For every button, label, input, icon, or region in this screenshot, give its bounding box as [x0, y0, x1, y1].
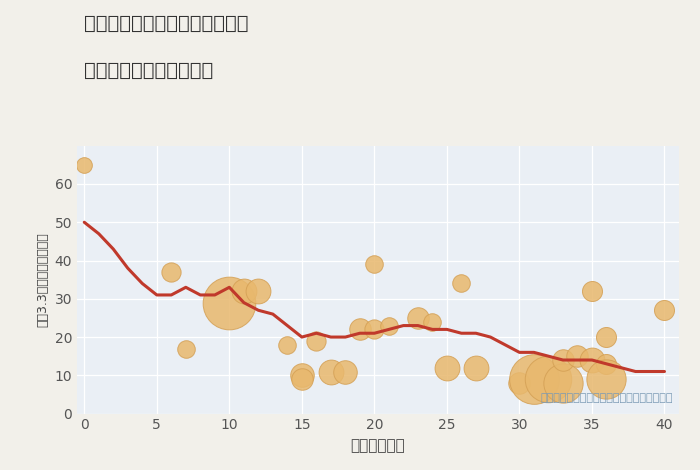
- Point: [238, 287, 249, 295]
- Point: [296, 376, 307, 383]
- Point: [557, 379, 568, 387]
- Point: [659, 306, 670, 314]
- Point: [224, 299, 235, 306]
- Point: [354, 326, 365, 333]
- X-axis label: 築年数（年）: 築年数（年）: [351, 438, 405, 453]
- Point: [253, 287, 264, 295]
- Point: [470, 364, 482, 371]
- Point: [456, 280, 467, 287]
- Y-axis label: 坪（3.3㎡）単価（万円）: 坪（3.3㎡）単価（万円）: [36, 232, 49, 327]
- Point: [326, 368, 337, 375]
- Point: [601, 360, 612, 368]
- Point: [180, 345, 191, 352]
- Text: 円の大きさは、取引のあった物件面積を示す: 円の大きさは、取引のあった物件面積を示す: [540, 393, 673, 403]
- Point: [528, 376, 540, 383]
- Point: [311, 337, 322, 345]
- Point: [514, 379, 525, 387]
- Point: [557, 356, 568, 364]
- Point: [384, 322, 395, 329]
- Point: [587, 356, 598, 364]
- Text: 築年数別中古戸建て価格: 築年数別中古戸建て価格: [84, 61, 214, 80]
- Point: [601, 376, 612, 383]
- Point: [441, 364, 452, 371]
- Text: 兵庫県丹波市春日町下三井庄の: 兵庫県丹波市春日町下三井庄の: [84, 14, 248, 33]
- Point: [369, 326, 380, 333]
- Point: [542, 376, 554, 383]
- Point: [601, 333, 612, 341]
- Point: [412, 314, 423, 321]
- Point: [78, 161, 90, 169]
- Point: [427, 318, 438, 326]
- Point: [166, 268, 177, 276]
- Point: [587, 287, 598, 295]
- Point: [296, 372, 307, 379]
- Point: [281, 341, 293, 348]
- Point: [369, 260, 380, 268]
- Point: [340, 368, 351, 375]
- Point: [572, 352, 583, 360]
